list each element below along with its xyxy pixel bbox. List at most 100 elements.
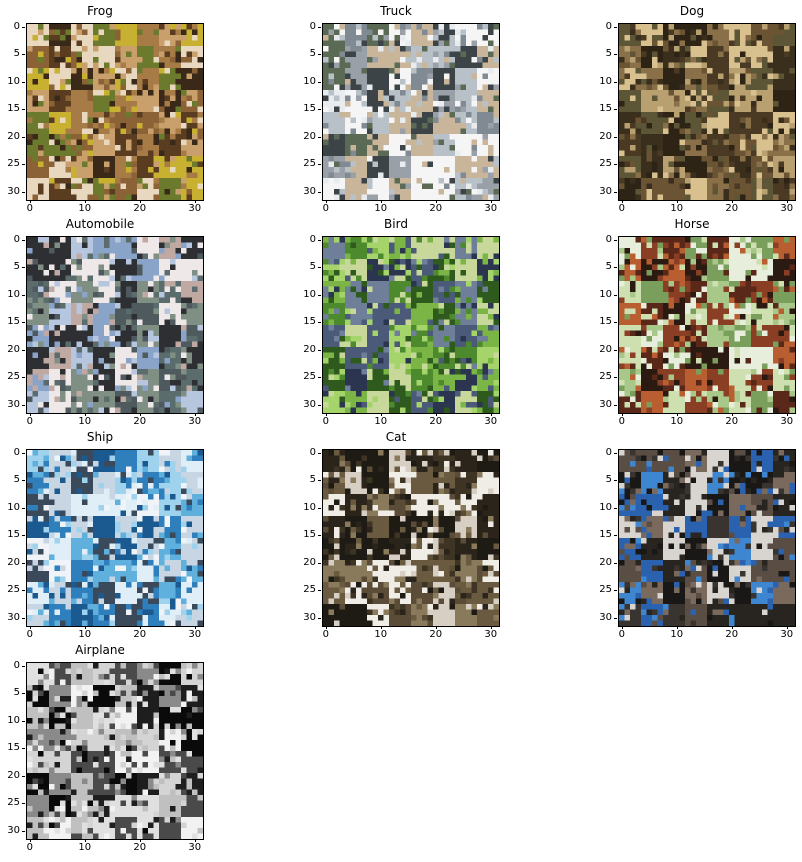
image-panel: Bird 0 5 10 15 20 25 30 0 10 20 30	[296, 215, 500, 427]
y-tick-label: 25	[592, 159, 617, 169]
y-tick-label: 15	[296, 317, 321, 327]
y-tick-label: 25	[296, 585, 321, 595]
y-tick-label: 5	[0, 688, 25, 698]
x-tick-label: 30	[185, 839, 205, 853]
truck-photo-icon	[322, 23, 500, 201]
x-tick-label: 0	[20, 839, 40, 853]
x-tick-label: 0	[612, 626, 632, 640]
y-tick-label: 20	[592, 557, 617, 568]
x-tick-label: 10	[75, 626, 95, 640]
y-tick-label: 20	[592, 131, 617, 142]
y-tick-label: 20	[0, 131, 25, 142]
y-tick-label: 0	[592, 234, 617, 245]
panel-title: Truck	[380, 4, 412, 18]
image-panel: 0 5 10 15 20 25 30 0 10 20 30	[592, 428, 796, 640]
x-tick-label: 0	[316, 200, 336, 214]
y-tick-label: 5	[296, 49, 321, 59]
x-tick-label: 10	[667, 413, 687, 427]
x-tick-label: 20	[426, 626, 446, 640]
y-tick-label: 10	[0, 289, 25, 300]
y-tick-label: 15	[592, 104, 617, 114]
x-tick-label: 0	[316, 413, 336, 427]
x-tick-label: 30	[185, 626, 205, 640]
x-tick-label: 10	[371, 200, 391, 214]
x-tick-label: 30	[481, 626, 501, 640]
x-tick-label: 10	[667, 626, 687, 640]
panel-title: Cat	[385, 430, 407, 444]
airplane-photo-icon	[26, 662, 204, 840]
y-tick-label: 15	[296, 530, 321, 540]
ship-photo-icon	[26, 449, 204, 627]
y-tick-label: 10	[592, 502, 617, 513]
y-tick-label: 20	[0, 344, 25, 355]
x-tick-label: 30	[185, 413, 205, 427]
x-tick-label: 20	[722, 200, 742, 214]
x-tick-label: 10	[667, 200, 687, 214]
image-panel: Dog 0 5 10 15 20 25 30 0 10 20 30	[592, 2, 796, 214]
y-tick-label: 25	[0, 585, 25, 595]
x-tick-label: 10	[371, 626, 391, 640]
y-tick-label: 30	[592, 186, 617, 197]
x-tick-label: 0	[316, 626, 336, 640]
y-tick-label: 30	[0, 186, 25, 197]
y-tick-label: 20	[592, 344, 617, 355]
x-tick-label: 20	[722, 413, 742, 427]
x-tick-label: 20	[130, 200, 150, 214]
y-tick-label: 10	[592, 76, 617, 87]
dog-in-blue-coat-photo-icon	[618, 449, 796, 627]
x-tick-label: 10	[371, 413, 391, 427]
y-tick-label: 0	[0, 660, 25, 671]
y-tick-label: 10	[296, 76, 321, 87]
x-tick-label: 30	[481, 413, 501, 427]
y-tick-label: 20	[0, 770, 25, 781]
panel-title: Automobile	[65, 217, 135, 231]
frog-photo-icon	[26, 23, 204, 201]
x-tick-label: 30	[777, 626, 797, 640]
y-tick-label: 15	[592, 530, 617, 540]
x-tick-label: 0	[20, 200, 40, 214]
y-tick-label: 30	[0, 825, 25, 836]
image-panel: Frog 0 5 10 15 20 25 30 0 10 20 30	[0, 2, 204, 214]
y-tick-label: 0	[0, 447, 25, 458]
x-tick-label: 30	[777, 200, 797, 214]
y-tick-label: 10	[592, 289, 617, 300]
y-tick-label: 0	[592, 21, 617, 32]
y-tick-label: 5	[592, 262, 617, 272]
y-tick-label: 0	[296, 21, 321, 32]
x-tick-label: 30	[185, 200, 205, 214]
y-tick-label: 10	[0, 76, 25, 87]
y-tick-label: 25	[0, 372, 25, 382]
x-tick-label: 20	[130, 839, 150, 853]
image-panel: Cat 0 5 10 15 20 25 30 0 10 20 30	[296, 428, 500, 640]
image-panel: Ship 0 5 10 15 20 25 30 0 10 20 30	[0, 428, 204, 640]
y-tick-label: 30	[592, 399, 617, 410]
y-tick-label: 20	[296, 344, 321, 355]
y-tick-label: 25	[0, 798, 25, 808]
y-tick-label: 30	[0, 612, 25, 623]
x-tick-label: 0	[612, 413, 632, 427]
y-tick-label: 25	[296, 372, 321, 382]
x-tick-label: 20	[426, 413, 446, 427]
panel-title: Bird	[384, 217, 408, 231]
panel-title: Horse	[674, 217, 710, 231]
y-tick-label: 30	[592, 612, 617, 623]
y-tick-label: 0	[0, 234, 25, 245]
x-tick-label: 20	[130, 413, 150, 427]
y-tick-label: 30	[0, 399, 25, 410]
y-tick-label: 10	[296, 289, 321, 300]
y-tick-label: 15	[0, 317, 25, 327]
x-tick-label: 0	[612, 200, 632, 214]
y-tick-label: 15	[0, 743, 25, 753]
y-tick-label: 25	[592, 585, 617, 595]
cat-photo-icon	[322, 449, 500, 627]
y-tick-label: 25	[0, 159, 25, 169]
y-tick-label: 0	[296, 234, 321, 245]
automobile-photo-icon	[26, 236, 204, 414]
y-tick-label: 15	[296, 104, 321, 114]
bird-photo-icon	[322, 236, 500, 414]
image-panel: Horse 0 5 10 15 20 25 30 0 10 20 30	[592, 215, 796, 427]
image-panel: Airplane 0 5 10 15 20 25 30 0 10 20 30	[0, 641, 204, 853]
y-tick-label: 15	[0, 530, 25, 540]
y-tick-label: 30	[296, 186, 321, 197]
y-tick-label: 20	[296, 131, 321, 142]
